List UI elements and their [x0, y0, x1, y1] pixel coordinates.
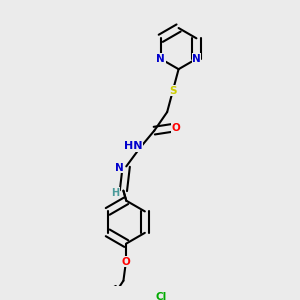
Text: N: N	[192, 54, 201, 64]
Text: N: N	[156, 54, 165, 64]
Text: HN: HN	[124, 141, 142, 152]
Text: O: O	[171, 123, 180, 133]
Text: S: S	[169, 85, 177, 96]
Text: H: H	[111, 188, 119, 198]
Text: N: N	[115, 163, 124, 173]
Text: Cl: Cl	[156, 292, 167, 300]
Text: O: O	[122, 256, 130, 267]
